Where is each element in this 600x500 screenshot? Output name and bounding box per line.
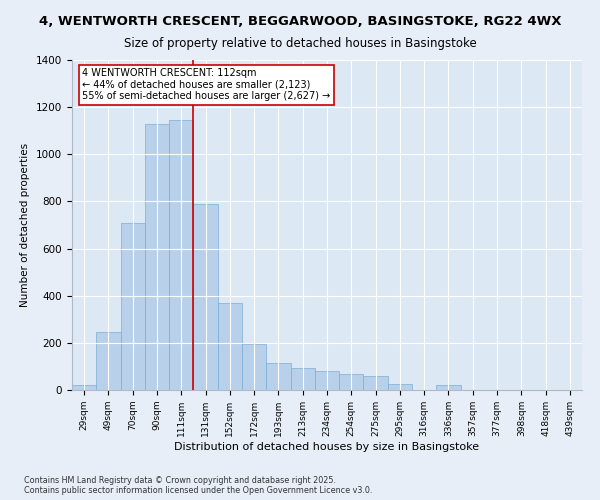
Text: Size of property relative to detached houses in Basingstoke: Size of property relative to detached ho… (124, 38, 476, 51)
Bar (145, 124, 169, 390)
X-axis label: Distribution of detached houses by size in Basingstoke: Distribution of detached houses by size … (175, 442, 479, 452)
Bar (121, 222, 145, 390)
Bar (218, 303, 242, 390)
Bar (72, 386, 96, 390)
Bar (169, 120, 193, 390)
Text: 4, WENTWORTH CRESCENT, BEGGARWOOD, BASINGSTOKE, RG22 4WX: 4, WENTWORTH CRESCENT, BEGGARWOOD, BASIN… (39, 15, 561, 28)
Y-axis label: Number of detached properties: Number of detached properties (20, 143, 31, 307)
Bar (315, 371, 339, 390)
Bar (242, 344, 266, 390)
Bar (436, 386, 461, 390)
Bar (339, 374, 364, 390)
Bar (193, 204, 218, 390)
Bar (388, 384, 412, 390)
Bar (96, 332, 121, 390)
Bar (290, 368, 315, 390)
Text: Contains HM Land Registry data © Crown copyright and database right 2025.
Contai: Contains HM Land Registry data © Crown c… (24, 476, 373, 495)
Bar (364, 376, 388, 390)
Text: 4 WENTWORTH CRESCENT: 112sqm
← 44% of detached houses are smaller (2,123)
55% of: 4 WENTWORTH CRESCENT: 112sqm ← 44% of de… (82, 68, 331, 102)
Bar (266, 363, 290, 390)
